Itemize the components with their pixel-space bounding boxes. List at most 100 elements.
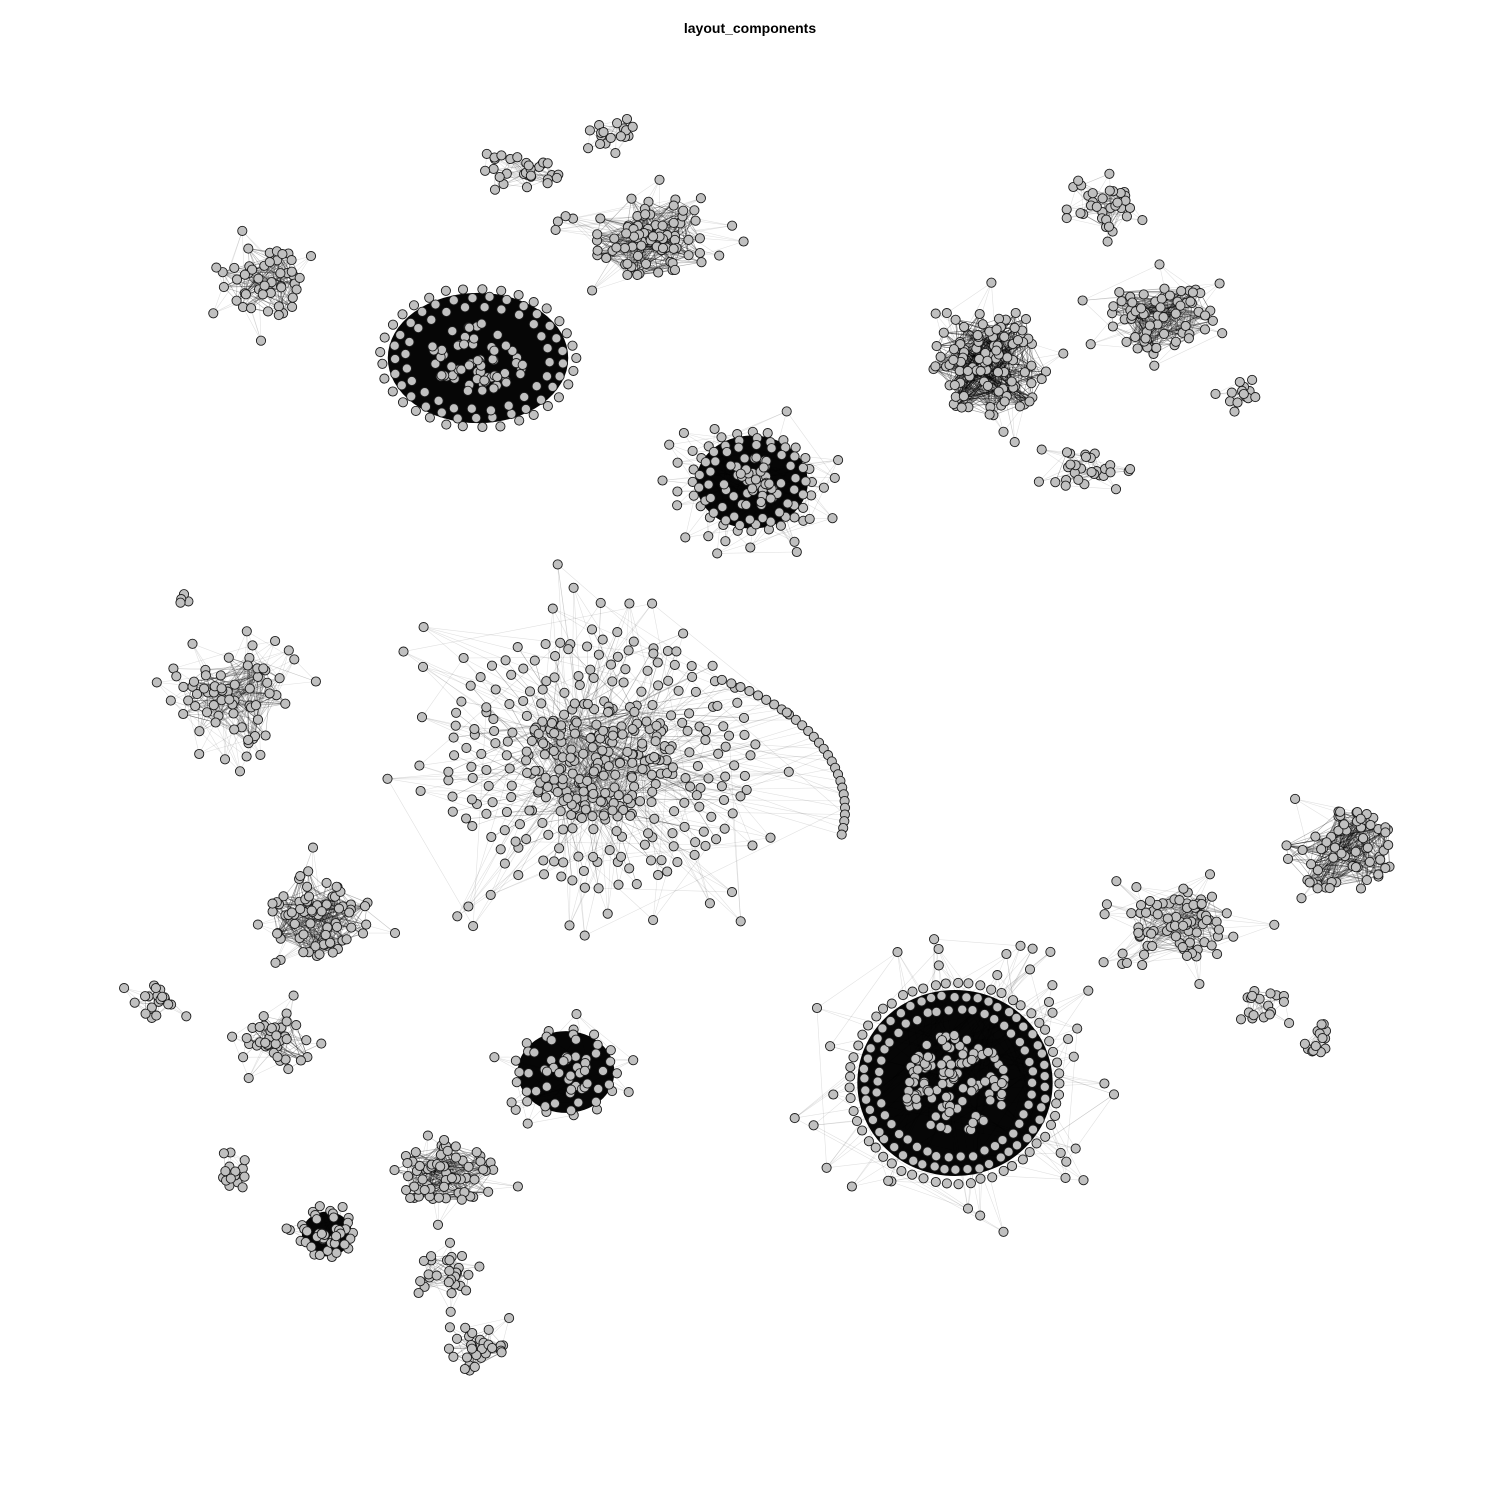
graph-edge bbox=[574, 733, 674, 847]
graph-edge bbox=[561, 816, 593, 877]
graph-edge bbox=[644, 220, 696, 234]
graph-edge bbox=[1163, 316, 1223, 334]
graph-edge bbox=[642, 769, 659, 876]
graph-edge bbox=[957, 399, 990, 415]
graph-edge bbox=[1031, 343, 1047, 372]
graph-edge bbox=[1090, 343, 1138, 349]
graph-edge bbox=[183, 713, 219, 717]
graph-edge bbox=[529, 733, 576, 811]
graph-edge bbox=[949, 385, 994, 416]
graph-edge bbox=[612, 662, 659, 811]
graph-edge bbox=[596, 198, 632, 235]
graph-edge bbox=[1147, 302, 1193, 348]
graph-edge bbox=[494, 158, 525, 175]
graph-edge bbox=[597, 201, 649, 256]
graph-edge bbox=[597, 226, 628, 235]
graph-edge bbox=[242, 306, 262, 341]
graph-edge bbox=[650, 214, 683, 217]
graph-edge bbox=[600, 218, 626, 249]
graph-edge bbox=[1006, 953, 1014, 1001]
graph-edge bbox=[968, 391, 999, 408]
graph-edge bbox=[420, 790, 472, 800]
graph-edge bbox=[1146, 329, 1206, 333]
graph-edge bbox=[504, 791, 558, 864]
graph-edge bbox=[523, 700, 577, 723]
graph-edge bbox=[786, 411, 836, 479]
graph-edge bbox=[156, 682, 200, 732]
graph-edge bbox=[228, 657, 256, 737]
graph-edge bbox=[1175, 313, 1206, 330]
graph-edge bbox=[265, 693, 270, 736]
graph-edge bbox=[507, 737, 591, 742]
graph-edge bbox=[1109, 173, 1113, 232]
graph-edge bbox=[637, 254, 689, 276]
graph-edge bbox=[1154, 332, 1223, 366]
graph-edge bbox=[572, 199, 676, 219]
graph-edge bbox=[205, 665, 248, 671]
graph-edge bbox=[567, 737, 592, 799]
graph-edge bbox=[969, 376, 991, 408]
graph-edge bbox=[650, 210, 684, 215]
graph-edge bbox=[224, 657, 250, 760]
graph-edge bbox=[551, 687, 735, 724]
graph-edge bbox=[258, 259, 292, 279]
graph-edge bbox=[600, 602, 736, 688]
graph-edge bbox=[170, 700, 208, 713]
graph-edge bbox=[213, 705, 235, 730]
graph-edge bbox=[961, 341, 1024, 408]
graph-edge bbox=[651, 801, 711, 904]
graph-edge bbox=[278, 275, 294, 307]
graph-edge bbox=[960, 382, 991, 408]
graph-edge bbox=[933, 341, 979, 370]
graph-edge bbox=[573, 587, 619, 657]
graph-edge bbox=[959, 370, 1004, 432]
graph-edge bbox=[170, 650, 289, 701]
plot-title: layout_components bbox=[683, 20, 817, 36]
graph-edge bbox=[750, 485, 759, 548]
graph-edge bbox=[1041, 449, 1106, 470]
graph-edge bbox=[584, 807, 846, 936]
graph-edge bbox=[504, 791, 558, 864]
graph-edge bbox=[984, 362, 1032, 366]
graph-edge bbox=[195, 705, 250, 707]
graph-edge bbox=[255, 670, 266, 706]
graph-edge bbox=[221, 631, 248, 689]
graph-edge bbox=[1038, 472, 1075, 482]
graph-edge bbox=[472, 711, 635, 779]
graph-edge bbox=[213, 704, 266, 736]
graph-edge bbox=[245, 294, 262, 341]
graph-edge bbox=[628, 197, 702, 226]
graph-edge bbox=[529, 733, 576, 811]
graph-edge bbox=[934, 938, 1021, 947]
graph-edge bbox=[662, 480, 812, 496]
graph-edge bbox=[986, 369, 1005, 402]
graph-edge bbox=[1065, 485, 1117, 490]
graph-edge bbox=[196, 694, 200, 732]
graph-edge bbox=[1055, 452, 1068, 483]
graph-edge bbox=[510, 158, 528, 188]
graph-edge bbox=[993, 318, 1000, 416]
graph-edge bbox=[692, 450, 782, 456]
graph-edge bbox=[717, 551, 797, 554]
graph-edge bbox=[662, 225, 701, 254]
graph-edge bbox=[276, 650, 290, 696]
graph-edge bbox=[554, 677, 613, 811]
graph-edge bbox=[1107, 207, 1122, 242]
graph-edge bbox=[810, 495, 833, 519]
graph-edge bbox=[967, 372, 1004, 432]
graph-edge bbox=[683, 432, 722, 438]
graph-edge bbox=[673, 205, 701, 239]
graph-edge bbox=[645, 214, 733, 226]
graph-edge bbox=[816, 951, 898, 1009]
graph-edge bbox=[1180, 305, 1206, 330]
graph-edge bbox=[223, 272, 281, 288]
graph-edge bbox=[631, 179, 660, 199]
graph-edge bbox=[213, 279, 238, 314]
graph-edge bbox=[963, 391, 999, 397]
graph-edge bbox=[990, 343, 1033, 408]
graph-edge bbox=[657, 239, 689, 273]
graph-edge bbox=[637, 255, 671, 263]
graph-edge bbox=[242, 230, 246, 294]
graph-edge bbox=[1081, 173, 1110, 186]
graph-edge bbox=[714, 428, 741, 526]
